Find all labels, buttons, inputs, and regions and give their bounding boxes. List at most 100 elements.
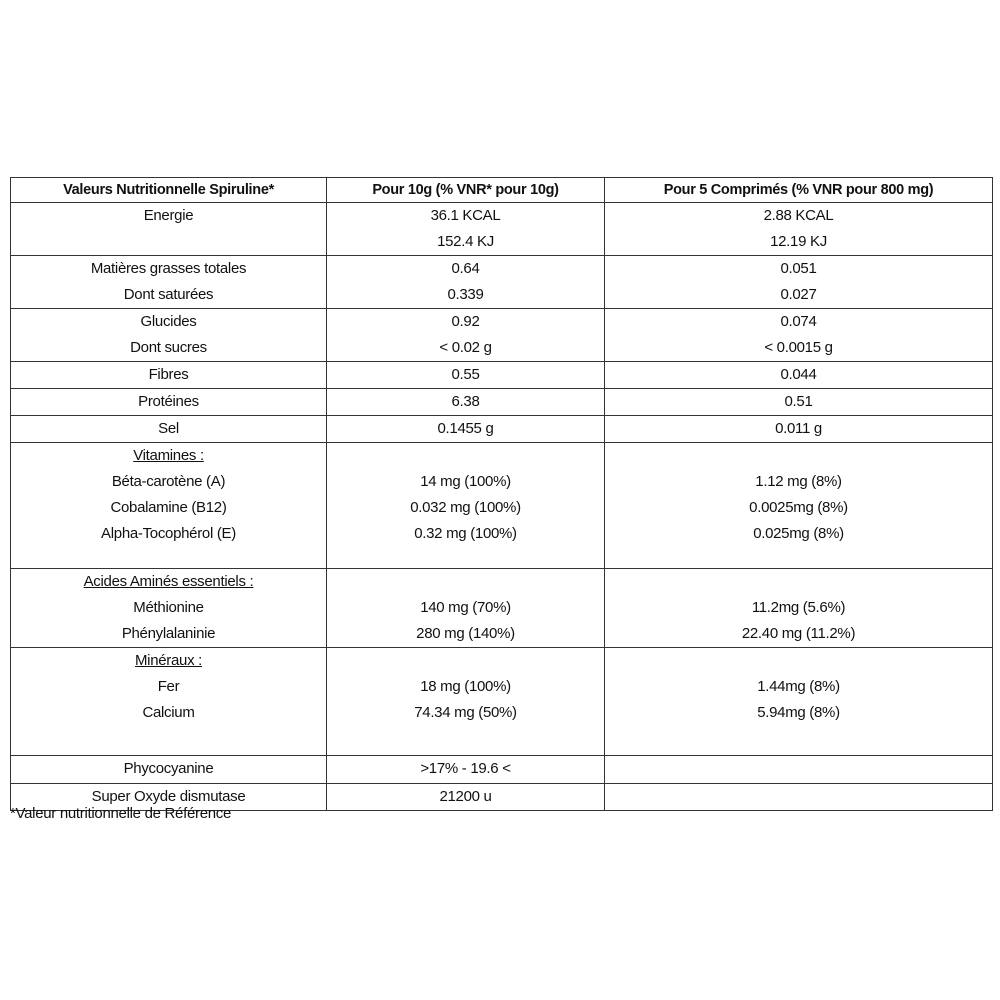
cell-line: 0.025mg (8%) bbox=[753, 525, 844, 542]
cell-line: Fer bbox=[157, 678, 180, 695]
cell-line: 21200 u bbox=[439, 788, 492, 805]
per-5-tablets-cell: 1.12 mg (8%) 0.0025mg (8%) 0.025mg (8%) bbox=[604, 442, 993, 569]
cell-line: 0.64 bbox=[451, 260, 480, 277]
nutrient-cell: Acides Aminés essentiels : Méthionine Phén… bbox=[10, 568, 327, 648]
cell-line: 0.51 bbox=[784, 393, 813, 410]
per-5-tablets-cell: 11.2mg (5.6%) 22.40 mg (11.2%) bbox=[604, 568, 993, 648]
per-10g-cell: 0.1455 g bbox=[326, 415, 605, 443]
spacer bbox=[327, 569, 604, 595]
cell-line: 5.94mg (8%) bbox=[757, 704, 840, 721]
cell-line: 6.38 bbox=[451, 393, 480, 410]
cell-line: 0.55 bbox=[451, 366, 480, 383]
nutrient-cell: Matières grasses totales Dont saturées bbox=[10, 255, 327, 309]
cell-line: 2.88 KCAL bbox=[763, 207, 834, 224]
table-row: Energie 36.1 KCAL 152.4 KJ 2.88 KCAL 12.19 K… bbox=[10, 202, 993, 256]
per-5-tablets-cell: 0.051 0.027 bbox=[604, 255, 993, 309]
header-row: Valeurs Nutritionnelle Spiruline* Pour 1… bbox=[10, 177, 993, 203]
table-row: Matières grasses totales Dont saturées 0.6… bbox=[10, 255, 993, 309]
cell-line: 36.1 KCAL bbox=[430, 207, 501, 224]
cell-line: Energie bbox=[143, 207, 194, 224]
cell-line: 140 mg (70%) bbox=[420, 599, 511, 616]
per-10g-cell: >17% - 19.6 < bbox=[326, 755, 605, 784]
nutrient-cell: Phycocyanine bbox=[10, 755, 327, 784]
cell-line: < 0.0015 g bbox=[764, 339, 833, 356]
cell-line: 1.12 mg (8%) bbox=[755, 473, 842, 490]
cell-line: Fibres bbox=[148, 366, 189, 383]
per-5-tablets-cell bbox=[604, 783, 993, 811]
per-10g-cell: 0.92 < 0.02 g bbox=[326, 308, 605, 362]
table-row: Acides Aminés essentiels : Méthionine Phén… bbox=[10, 568, 993, 648]
per-10g-cell: 18 mg (100%) 74.34 mg (50%) bbox=[326, 647, 605, 756]
per-5-tablets-cell: 0.074 < 0.0015 g bbox=[604, 308, 993, 362]
cell-line: Phycocyanine bbox=[123, 760, 214, 777]
spacer bbox=[327, 443, 604, 469]
cell-line: Béta-carotène (A) bbox=[111, 473, 226, 490]
per-5-tablets-cell: 0.011 g bbox=[604, 415, 993, 443]
cell-line: 18 mg (100%) bbox=[420, 678, 511, 695]
header-per-5-tablets: Pour 5 Comprimés (% VNR pour 800 mg) bbox=[604, 177, 993, 203]
cell-line: 0.051 bbox=[780, 260, 817, 277]
cell-line: Dont saturées bbox=[123, 286, 214, 303]
cell-line: 0.0025mg (8%) bbox=[749, 499, 848, 516]
section-heading: Vitamines : bbox=[133, 447, 204, 464]
cell-line: Méthionine bbox=[133, 599, 204, 616]
per-10g-cell: 0.55 bbox=[326, 361, 605, 389]
nutrient-cell: Minéraux : Fer Calcium bbox=[10, 647, 327, 756]
cell-line: 0.92 bbox=[451, 313, 480, 330]
nutrient-cell: Super Oxyde dismutase bbox=[10, 783, 327, 811]
table-row: Glucides Dont sucres 0.92 < 0.02 g 0.074 < 0.… bbox=[10, 308, 993, 362]
cell-line: 14 mg (100%) bbox=[420, 473, 511, 490]
table-row: Super Oxyde dismutase 21200 u bbox=[10, 783, 993, 811]
table-row: Vitamines : Béta-carotène (A) Cobalamine (… bbox=[10, 442, 993, 569]
cell-line: < 0.02 g bbox=[439, 339, 492, 356]
cell-line: >17% - 19.6 < bbox=[420, 760, 511, 777]
cell-line: Phénylalaninie bbox=[121, 625, 216, 642]
cell-line: 12.19 KJ bbox=[770, 233, 827, 250]
cell-line: 74.34 mg (50%) bbox=[414, 704, 517, 721]
per-10g-cell: 36.1 KCAL 152.4 KJ bbox=[326, 202, 605, 256]
cell-line: Alpha-Tocophérol (E) bbox=[101, 525, 236, 542]
per-5-tablets-cell: 2.88 KCAL 12.19 KJ bbox=[604, 202, 993, 256]
cell-line: 0.032 mg (100%) bbox=[410, 499, 521, 516]
header-per-10g: Pour 10g (% VNR* pour 10g) bbox=[326, 177, 605, 203]
cell-line: 0.339 bbox=[447, 286, 484, 303]
cell-line: 0.044 bbox=[780, 366, 817, 383]
table-row: Minéraux : Fer Calcium 18 mg (100%) 74.34 mg… bbox=[10, 647, 993, 756]
spacer bbox=[605, 569, 992, 595]
cell-line: Cobalamine (B12) bbox=[110, 499, 227, 516]
cell-line: Sel bbox=[158, 420, 179, 437]
per-10g-cell: 21200 u bbox=[326, 783, 605, 811]
nutrient-cell: Energie bbox=[10, 202, 327, 256]
table-row: Fibres 0.55 0.044 bbox=[10, 361, 993, 389]
nutrition-table: Valeurs Nutritionnelle Spiruline* Pour 1… bbox=[10, 177, 993, 811]
per-10g-cell: 6.38 bbox=[326, 388, 605, 416]
table-row: Phycocyanine >17% - 19.6 < bbox=[10, 755, 993, 784]
section-heading: Minéraux : bbox=[134, 652, 203, 669]
cell-line: 0.011 g bbox=[775, 420, 822, 437]
per-10g-cell: 140 mg (70%) 280 mg (140%) bbox=[326, 568, 605, 648]
cell-line: 0.1455 g bbox=[437, 420, 494, 437]
cell-line: Protéines bbox=[138, 393, 199, 410]
spacer bbox=[605, 443, 992, 469]
cell-line: Matières grasses totales bbox=[90, 260, 247, 277]
per-5-tablets-cell: 1.44mg (8%) 5.94mg (8%) bbox=[604, 647, 993, 756]
cell-line: 280 mg (140%) bbox=[416, 625, 515, 642]
nutrient-cell: Vitamines : Béta-carotène (A) Cobalamine (… bbox=[10, 442, 327, 569]
cell-line: 11.2mg (5.6%) bbox=[751, 599, 846, 616]
cell-line: 0.32 mg (100%) bbox=[414, 525, 517, 542]
table-row: Sel 0.1455 g 0.011 g bbox=[10, 415, 993, 443]
table-row: Protéines 6.38 0.51 bbox=[10, 388, 993, 416]
nutrient-cell: Protéines bbox=[10, 388, 327, 416]
header-nutrient: Valeurs Nutritionnelle Spiruline* bbox=[10, 177, 327, 203]
cell-line: 1.44mg (8%) bbox=[757, 678, 840, 695]
cell-line: Dont sucres bbox=[130, 339, 207, 356]
per-5-tablets-cell bbox=[604, 755, 993, 784]
cell-line: 0.027 bbox=[780, 286, 817, 303]
per-5-tablets-cell: 0.51 bbox=[604, 388, 993, 416]
spacer bbox=[605, 648, 992, 674]
footnote: *Valeur nutritionnelle de Référence bbox=[10, 805, 232, 822]
nutrient-cell: Sel bbox=[10, 415, 327, 443]
section-heading: Acides Aminés essentiels : bbox=[83, 573, 254, 590]
cell-line: Super Oxyde dismutase bbox=[91, 788, 246, 805]
per-10g-cell: 0.64 0.339 bbox=[326, 255, 605, 309]
